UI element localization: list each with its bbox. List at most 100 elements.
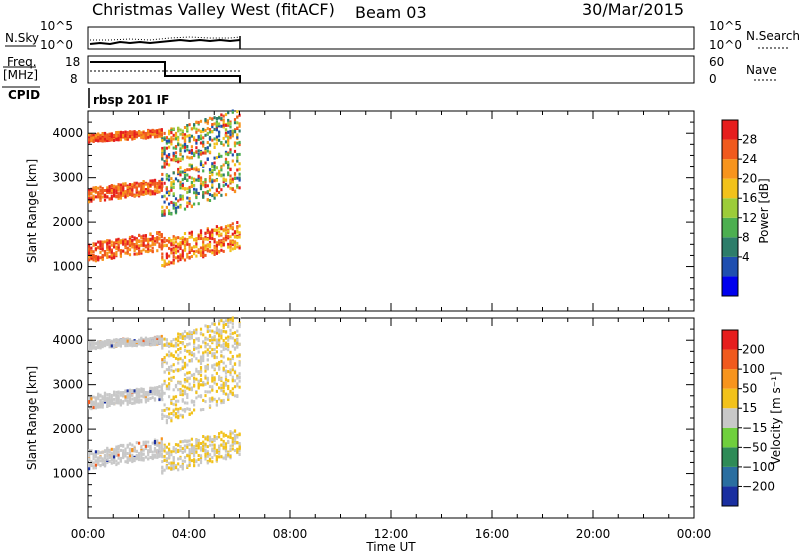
echo-cell <box>220 350 223 354</box>
echo-cell <box>181 254 184 258</box>
echo-cell <box>177 244 180 248</box>
echo-cell <box>99 256 102 260</box>
echo-cell <box>211 180 214 184</box>
echo-cell <box>233 128 237 132</box>
echo-cell <box>142 243 145 247</box>
echo-cell <box>181 464 184 468</box>
echo-cell <box>236 376 239 380</box>
echo-cell <box>138 250 141 253</box>
freq-left-label-1: Freq. <box>7 55 37 69</box>
echo-cell <box>181 136 184 140</box>
echo-cell <box>88 449 91 453</box>
echo-cell <box>153 392 157 396</box>
echo-cell <box>224 343 228 347</box>
echo-cell <box>179 449 182 452</box>
echo-cell <box>215 382 218 386</box>
y-tick-label: 4000 <box>52 126 83 140</box>
echo-cell <box>188 330 191 334</box>
echo-cell <box>144 397 147 401</box>
echo-cell <box>227 224 230 228</box>
echo-cell <box>190 249 193 252</box>
echo-cell <box>153 398 157 402</box>
echo-cell <box>158 390 161 394</box>
echo-cell <box>144 238 147 242</box>
echo-cell <box>119 444 122 448</box>
echo-cell <box>140 131 143 135</box>
echo-cell <box>126 389 129 393</box>
echo-cell <box>138 184 141 188</box>
echo-cell <box>103 132 107 136</box>
echo-cell <box>161 365 164 369</box>
echo-cell <box>211 438 214 442</box>
echo-cell <box>165 139 168 143</box>
echo-cell <box>195 130 198 134</box>
echo-cell <box>165 353 168 357</box>
echo-cell <box>168 178 171 182</box>
echo-cell <box>99 459 102 463</box>
echo-cell <box>135 343 138 347</box>
echo-cell <box>110 132 113 136</box>
echo-cell <box>122 240 125 244</box>
echo-cell <box>195 249 198 253</box>
echo-cell <box>168 237 171 241</box>
echo-cell <box>117 183 120 187</box>
echo-cell <box>133 194 136 198</box>
echo-cell <box>231 319 234 323</box>
echo-cell <box>204 118 207 121</box>
echo-cell <box>153 130 157 133</box>
echo-cell <box>144 188 147 191</box>
echo-cell <box>190 388 193 392</box>
echo-cell <box>101 340 104 344</box>
echo-cell <box>222 398 225 402</box>
echo-cell <box>172 243 175 247</box>
echo-cell <box>206 435 209 439</box>
echo-cell <box>218 116 221 120</box>
echo-cell <box>220 232 223 236</box>
echo-cell <box>165 158 168 162</box>
echo-cell <box>149 244 152 248</box>
echo-cell <box>119 191 122 195</box>
echo-cell <box>163 263 166 267</box>
echo-cell <box>202 340 205 344</box>
echo-cell <box>177 160 180 164</box>
echo-cell <box>135 193 138 197</box>
echo-cell <box>88 347 91 351</box>
echo-cell <box>177 135 180 139</box>
echo-cell <box>186 240 189 244</box>
echo-cell <box>233 385 237 389</box>
echo-cell <box>168 384 171 388</box>
echo-cell <box>135 394 138 398</box>
echo-cell <box>135 396 138 400</box>
echo-cell <box>215 389 218 393</box>
frequency-trace <box>90 61 241 83</box>
echo-cell <box>106 248 109 252</box>
colorbar-tick-label: −100 <box>742 460 775 474</box>
echo-cell <box>204 341 207 345</box>
echo-cell <box>181 398 184 402</box>
echo-cell <box>227 139 230 143</box>
echo-cell <box>202 240 205 244</box>
echo-cell <box>202 136 205 140</box>
echo-cell <box>153 336 157 340</box>
echo-cell <box>213 238 216 241</box>
echo-cell <box>165 421 168 425</box>
echo-cell <box>181 178 184 182</box>
echo-cell <box>126 393 129 397</box>
echo-cell <box>204 237 207 241</box>
echo-cell <box>153 182 157 185</box>
echo-cell <box>238 178 241 182</box>
echo-cell <box>199 345 203 349</box>
echo-cell <box>172 251 175 255</box>
echo-cell <box>140 337 143 341</box>
echo-cell <box>174 209 178 213</box>
echo-cell <box>211 178 214 182</box>
echo-cell <box>218 452 221 456</box>
echo-cell <box>231 316 234 320</box>
echo-cell <box>193 126 196 130</box>
echo-cell <box>227 242 230 246</box>
echo-cell <box>151 454 154 458</box>
colorbar-tick-label: 12 <box>742 211 757 225</box>
echo-cell <box>238 162 241 166</box>
echo-cell <box>179 406 182 410</box>
